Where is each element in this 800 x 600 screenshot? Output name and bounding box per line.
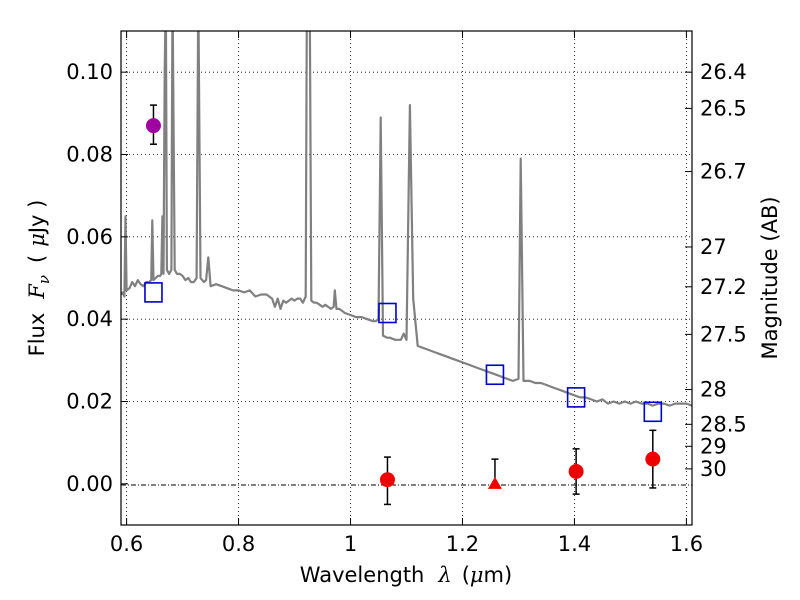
y2-tick-label: 27.5 — [700, 322, 747, 346]
y-tick-label: 0.04 — [66, 307, 113, 331]
y-tick-label: 0.06 — [66, 225, 113, 249]
model-photometry-square — [566, 387, 586, 408]
y2-tick-label: 27.2 — [700, 275, 747, 299]
model-photometry-square — [144, 282, 163, 303]
y2-axis-label: Magnitude (AB) — [758, 196, 782, 359]
optical-detection-point — [145, 118, 161, 134]
y2-tick-label: 30 — [700, 457, 727, 481]
nir-photometry-point — [379, 472, 395, 488]
y-tick-label: 0.08 — [66, 143, 113, 167]
y-tick-label: 0.02 — [66, 390, 113, 414]
spectrum-layer — [121, 31, 692, 407]
y2-tick-label: 29 — [700, 434, 727, 458]
nir-photometry-point — [568, 463, 584, 479]
x-axis-label: Wavelength λ (μm) — [300, 563, 512, 587]
model-photometry-square — [378, 302, 397, 324]
y2-tick-label: 27 — [700, 235, 727, 259]
y2-tick-label: 26.4 — [700, 60, 747, 84]
y-axis-label: Flux Fν ( μJy ) — [25, 200, 53, 357]
y2-tick-label: 28 — [700, 378, 727, 402]
x-axis-label-unit-mu: μ — [470, 563, 484, 587]
x-tick-label: 0.8 — [222, 532, 255, 556]
x-tick-label: 1.2 — [446, 532, 479, 556]
model-photometry-square — [643, 401, 663, 423]
nir-photometry-point — [645, 451, 661, 467]
x-axis-label-unit-rest: m) — [484, 563, 513, 587]
y2-tick-label: 28.5 — [700, 412, 747, 436]
y-tick-label: 0.10 — [66, 60, 113, 84]
y-axis-label-unit-open: ( — [25, 255, 49, 263]
model-photometry-square — [485, 364, 505, 386]
y-axis-label-unit-rest: Jy ) — [25, 200, 49, 236]
y-axis-label-text: Flux — [25, 313, 49, 357]
y2-tick-label: 26.7 — [700, 160, 747, 184]
model-spectrum-line — [121, 31, 692, 407]
y-axis-label-unit-mu: μ — [25, 233, 49, 247]
y-tick-label: 0.00 — [66, 472, 113, 496]
x-tick-label: 1.6 — [670, 532, 703, 556]
x-tick-label: 1.4 — [558, 532, 591, 556]
x-axis-label-unit-open: ( — [462, 563, 470, 587]
y-axis-label-symbol: F — [25, 283, 49, 300]
marker-layer — [144, 104, 663, 506]
x-axis-label-text: Wavelength — [300, 563, 425, 587]
x-tick-label: 1 — [344, 532, 357, 556]
plot-frame — [120, 30, 693, 526]
y-axis-label-symbol-sub: ν — [35, 275, 53, 284]
y2-tick-label: 26.5 — [700, 96, 747, 120]
nir-photometry-triangle — [487, 476, 502, 489]
x-axis-label-symbol: λ — [437, 563, 451, 587]
tick-layer: 0.6 0.8 1 1.2 1.4 1.6 0.00 0.02 0.04 0.06 0.08 0.10… — [66, 31, 747, 556]
x-tick-label: 0.6 — [110, 532, 143, 556]
